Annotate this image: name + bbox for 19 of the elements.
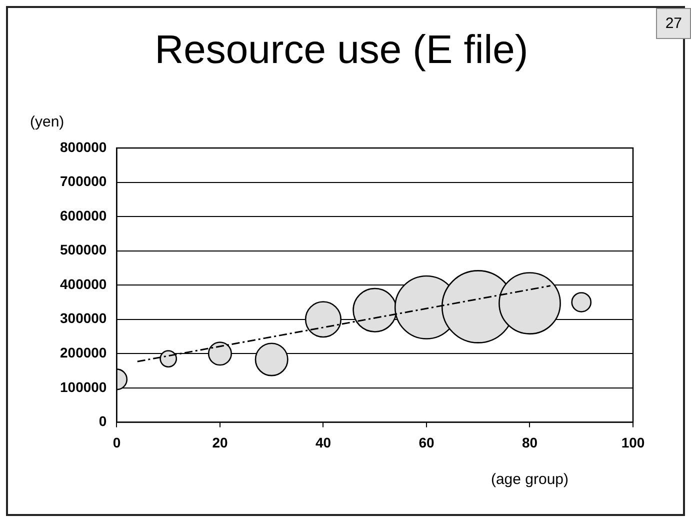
x-tick-label: 80 xyxy=(522,434,538,450)
y-tick-label: 0 xyxy=(98,413,107,430)
x-tick-label: 0 xyxy=(112,434,121,450)
x-tick-label: 100 xyxy=(621,434,645,450)
y-tick-label: 700000 xyxy=(60,173,107,190)
y-tick-label: 400000 xyxy=(60,276,107,292)
y-tick-label: 500000 xyxy=(60,242,107,258)
text: 27 xyxy=(656,8,691,39)
y-tick-label: 200000 xyxy=(60,344,107,361)
x-tick-label: 60 xyxy=(418,434,434,450)
chart-title: Resource use (E file) xyxy=(154,28,528,72)
y-axis-title: (yen) xyxy=(30,114,64,131)
y-tick-label: 300000 xyxy=(60,310,107,326)
y-tick-label: 600000 xyxy=(60,207,107,224)
x-axis-title: (age group) xyxy=(490,470,569,488)
x-tick-label: 20 xyxy=(212,434,228,450)
y-tick-label: 100000 xyxy=(60,378,107,395)
y-tick-label: 800000 xyxy=(60,138,107,155)
x-tick-label: 40 xyxy=(315,434,332,450)
